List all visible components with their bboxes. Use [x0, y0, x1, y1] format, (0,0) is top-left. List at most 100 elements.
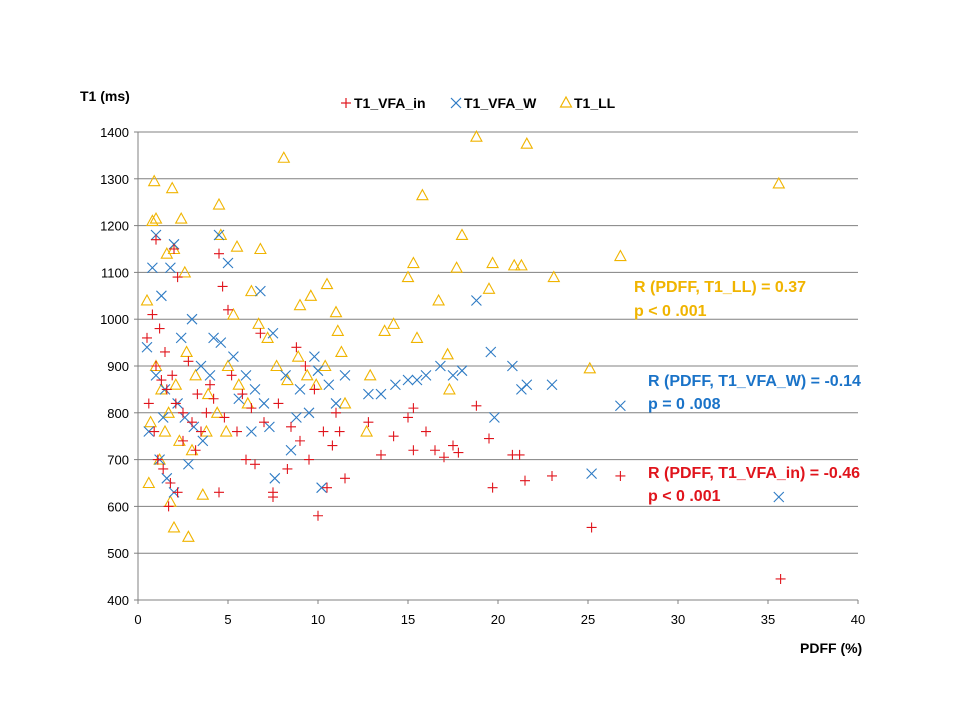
point-x: [188, 421, 200, 433]
point-plus: [615, 470, 626, 481]
x-tick-label: 25: [581, 612, 595, 627]
point-x: [208, 332, 219, 344]
point-triangle: [270, 359, 284, 372]
point-triangle: [401, 270, 415, 283]
annotation-t1-ll: R (PDFF, T1_LL) = 0.37 p < 0 .001: [634, 279, 806, 320]
point-triangle: [363, 368, 377, 381]
point-plus: [439, 452, 449, 463]
point-triangle: [140, 293, 154, 306]
point-triangle: [450, 261, 464, 273]
point-x: [330, 398, 342, 409]
point-triangle: [360, 424, 374, 437]
legend-item-t1-vfa-in: T1_VFA_in: [341, 95, 426, 111]
point-plus: [151, 361, 161, 371]
point-triangle: [174, 211, 188, 224]
point-x: [215, 337, 227, 348]
point-triangle: [196, 488, 210, 500]
point-x: [213, 229, 225, 241]
point-triangle: [387, 317, 401, 329]
annotation-t1-vfa-in-r: R (PDFF, T1_VFA_in) = -0.46: [648, 465, 860, 482]
point-triangle: [514, 258, 528, 271]
point-plus: [547, 470, 557, 481]
point-plus: [201, 407, 212, 418]
point-triangle: [280, 373, 294, 386]
annotation-t1-ll-p: p < 0 .001: [634, 303, 707, 320]
annotation-t1-ll-r: R (PDFF, T1_LL) = 0.37: [634, 279, 806, 296]
point-plus: [223, 304, 233, 315]
point-plus: [178, 435, 188, 446]
y-tick-label: 700: [107, 453, 129, 468]
point-plus: [313, 510, 323, 521]
y-tick-label: 900: [107, 359, 129, 374]
point-plus: [295, 435, 305, 446]
annotation-t1-vfa-w: R (PDFF, T1_VFA_W) = -0.14 p = 0 .008: [648, 373, 861, 413]
point-triangle: [145, 214, 159, 226]
point-plus: [205, 379, 215, 390]
point-triangle: [252, 317, 266, 329]
point-x: [267, 327, 279, 339]
point-plus: [250, 459, 260, 470]
point-triangle: [163, 495, 177, 507]
point-triangle: [415, 188, 429, 201]
point-plus: [388, 431, 399, 442]
point-x: [507, 360, 518, 372]
point-plus: [273, 398, 284, 409]
point-x: [773, 491, 785, 503]
legend-marker-triangle-icon: [559, 95, 573, 108]
point-plus: [453, 447, 464, 458]
point-triangle: [378, 324, 392, 336]
x-tick-label: 0: [134, 612, 141, 627]
point-plus: [331, 407, 341, 418]
point-x: [521, 379, 533, 391]
point-plus: [158, 463, 169, 474]
point-plus: [520, 475, 530, 486]
point-plus: [430, 445, 440, 456]
point-triangle: [162, 406, 176, 418]
legend-marker-plus-icon: [341, 98, 351, 108]
point-plus: [154, 323, 165, 334]
point-plus: [219, 412, 230, 423]
point-x: [420, 369, 432, 381]
point-plus: [142, 332, 152, 343]
point-plus: [246, 403, 257, 414]
point-plus: [318, 426, 329, 437]
point-plus: [149, 426, 160, 437]
point-x: [249, 384, 261, 395]
point-plus: [232, 426, 242, 437]
point-triangle: [214, 228, 228, 241]
point-triangle: [507, 258, 521, 271]
point-plus: [282, 463, 293, 474]
point-plus: [322, 482, 332, 493]
point-triangle: [583, 361, 597, 374]
point-x: [312, 365, 324, 377]
point-triangle: [309, 378, 323, 390]
point-plus: [327, 440, 338, 451]
point-x: [586, 468, 597, 480]
point-x: [363, 388, 374, 400]
point-plus: [309, 384, 320, 395]
point-plus: [183, 356, 194, 367]
point-triangle: [482, 282, 496, 294]
point-x: [447, 369, 459, 381]
point-triangle: [149, 211, 163, 224]
point-plus: [268, 487, 278, 498]
point-x: [150, 369, 162, 381]
point-x: [285, 444, 297, 456]
point-triangle: [329, 305, 343, 318]
point-plus: [775, 573, 786, 584]
point-triangle: [613, 249, 627, 262]
point-x: [303, 407, 315, 419]
point-triangle: [334, 345, 348, 358]
point-x: [280, 369, 291, 381]
point-plus: [448, 440, 458, 451]
point-triangle: [320, 277, 334, 290]
point-triangle: [277, 151, 291, 163]
legend-item-t1-ll: T1_LL: [559, 95, 616, 111]
x-tick-label: 20: [491, 612, 505, 627]
point-triangle: [244, 284, 258, 297]
point-triangle: [432, 293, 446, 306]
point-plus: [514, 449, 525, 460]
point-triangle: [410, 331, 424, 343]
point-triangle: [167, 520, 181, 533]
